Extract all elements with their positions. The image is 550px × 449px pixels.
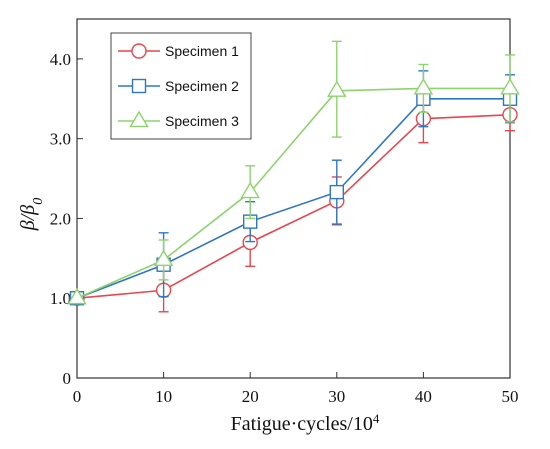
data-point bbox=[415, 79, 432, 93]
x-tick-label: 20 bbox=[242, 387, 259, 406]
data-point bbox=[330, 186, 343, 199]
x-tick-label: 50 bbox=[502, 387, 519, 406]
y-tick-label: 4.0 bbox=[50, 50, 71, 69]
data-point bbox=[328, 82, 345, 96]
y-axis-title: β/β0 bbox=[17, 198, 46, 231]
x-tick-label: 30 bbox=[328, 387, 345, 406]
x-tick-label: 0 bbox=[73, 387, 82, 406]
x-axis-title: Fatigue·cycles/104 bbox=[231, 411, 380, 436]
legend-marker bbox=[133, 80, 146, 93]
x-tick-label: 10 bbox=[155, 387, 172, 406]
data-point bbox=[501, 79, 518, 93]
legend-label: Specimen 3 bbox=[165, 113, 239, 129]
y-tick-label: 1.0 bbox=[50, 289, 71, 308]
y-tick-label: 3.0 bbox=[50, 130, 71, 149]
legend-marker bbox=[132, 44, 146, 58]
y-tick-label: 0 bbox=[63, 369, 72, 388]
x-tick-label: 40 bbox=[415, 387, 432, 406]
legend-label: Specimen 2 bbox=[165, 78, 239, 94]
y-tick-label: 2.0 bbox=[50, 209, 71, 228]
legend: Specimen 1 Specimen 2 Specimen 3 bbox=[111, 33, 251, 139]
legend-label: Specimen 1 bbox=[165, 43, 239, 59]
